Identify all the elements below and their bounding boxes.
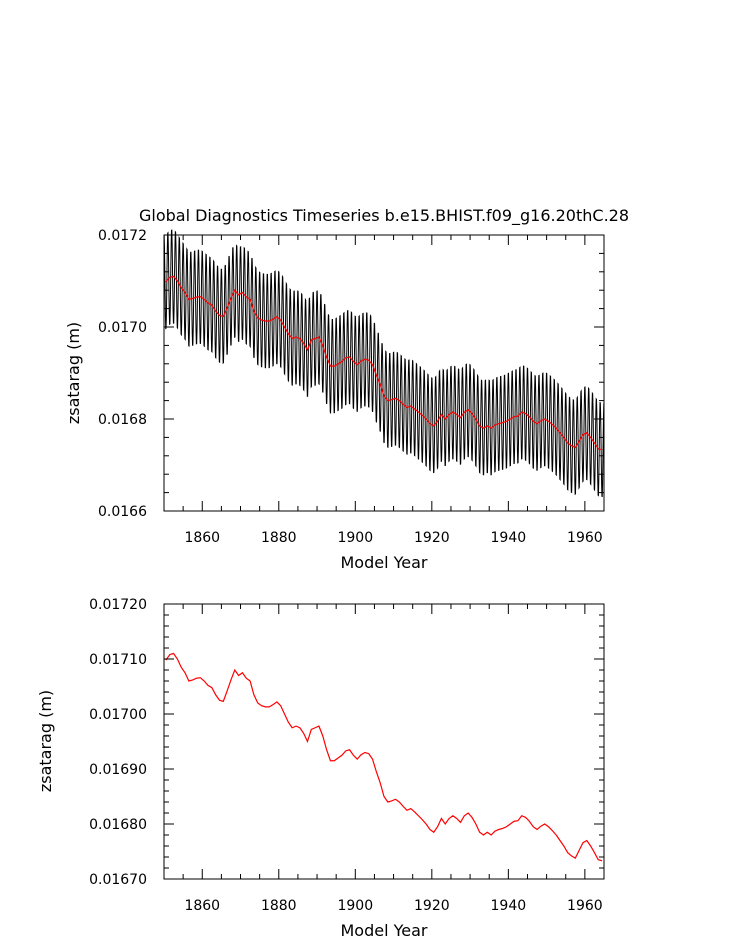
bottom-panel: 1860 1880 1900 1920 1940 1960 0.01670 0.01680 0.… — [36, 597, 605, 940]
bottom-x-tick-label: 1860 — [184, 898, 220, 914]
bottom-x-tick-label: 1900 — [337, 898, 373, 914]
bottom-y-tick-label: 0.01690 — [89, 762, 147, 778]
bottom-annual-mean-line — [165, 652, 603, 862]
bottom-x-tick-label: 1940 — [491, 898, 527, 914]
top-y-tick-label: 0.0168 — [98, 412, 147, 428]
top-plot-data — [163, 229, 605, 498]
bottom-axes: 1860 1880 1900 1920 1940 1960 0.01670 0.01680 0.… — [89, 597, 605, 914]
bottom-plot-data — [165, 652, 603, 862]
top-x-tick-label: 1900 — [337, 530, 373, 546]
bottom-y-tick-label: 0.01700 — [89, 707, 147, 723]
bottom-y-tick-label: 0.01670 — [89, 872, 147, 888]
bottom-x-tick-label: 1960 — [567, 898, 603, 914]
bottom-y-tick-label: 0.01680 — [89, 817, 147, 833]
bottom-plot-frame — [163, 603, 605, 880]
top-x-axis-label: Model Year — [341, 553, 428, 572]
top-y-tick-label: 0.0170 — [98, 320, 147, 336]
bottom-x-tick-label: 1920 — [414, 898, 450, 914]
top-plot-frame — [163, 234, 605, 512]
bottom-x-axis-label: Model Year — [341, 921, 428, 940]
bottom-y-axis-label: zsatarag (m) — [36, 690, 55, 792]
chart-title: Global Diagnostics Timeseries b.e15.BHIS… — [139, 206, 629, 226]
top-x-tick-label: 1920 — [414, 530, 450, 546]
top-annual-mean-line — [165, 275, 603, 451]
top-y-tick-label: 0.0166 — [98, 504, 147, 520]
top-y-tick-label: 0.0172 — [98, 228, 147, 244]
monthly-series-line — [163, 229, 605, 498]
top-x-tick-label: 1960 — [567, 530, 603, 546]
top-x-tick-label: 1880 — [261, 530, 297, 546]
top-x-tick-label: 1860 — [184, 530, 220, 546]
top-axes: 1860 1880 1900 1920 1940 1960 0.0166 0.0168 0.01… — [98, 228, 605, 546]
top-x-tick-label: 1940 — [491, 530, 527, 546]
bottom-y-tick-label: 0.01720 — [89, 597, 147, 613]
top-panel: 1860 1880 1900 1920 1940 1960 0.0166 0.0168 0.01… — [64, 228, 605, 572]
bottom-x-tick-label: 1880 — [261, 898, 297, 914]
top-y-axis-label: zsatarag (m) — [64, 322, 83, 424]
bottom-y-tick-label: 0.01710 — [89, 652, 147, 668]
